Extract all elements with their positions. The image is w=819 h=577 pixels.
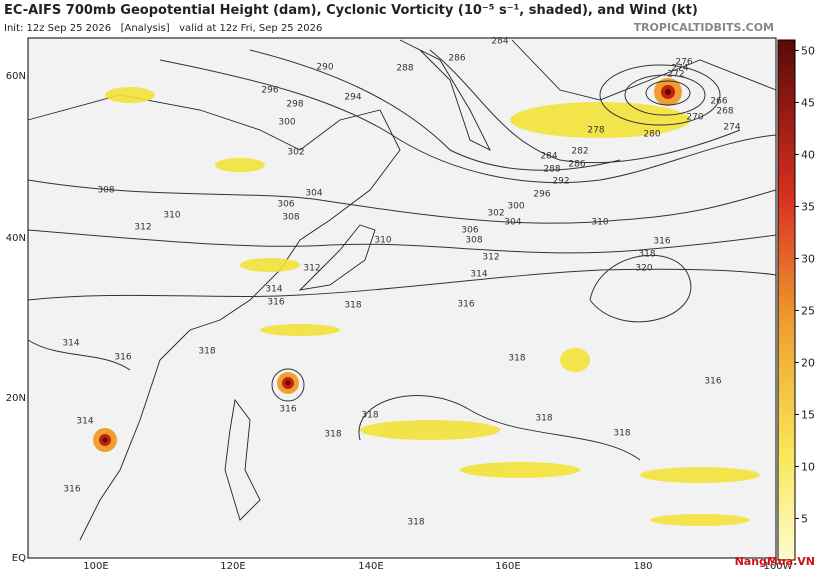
contour-label: 282 bbox=[571, 147, 588, 157]
contour-label: 318 bbox=[535, 414, 552, 424]
contour-label: 316 bbox=[279, 405, 296, 415]
lat-label: 40N bbox=[6, 233, 26, 244]
contour-label: 316 bbox=[704, 377, 721, 387]
contour-label: 304 bbox=[305, 189, 322, 199]
lon-label: 120E bbox=[220, 561, 245, 572]
colorbar-tick-label: 30 bbox=[801, 252, 815, 265]
coastlines bbox=[27, 39, 777, 541]
lon-label: 140E bbox=[358, 561, 383, 572]
lat-label: 20N bbox=[6, 393, 26, 404]
colorbar-tick-label: 20 bbox=[801, 356, 815, 369]
contour-label: 316 bbox=[653, 237, 670, 247]
contour-label: 280 bbox=[643, 130, 660, 140]
contour-label: 274 bbox=[723, 123, 740, 133]
contour-label: 284 bbox=[491, 37, 508, 47]
contour-label: 304 bbox=[504, 218, 521, 228]
contour-label: 318 bbox=[638, 250, 655, 260]
lon-label: 160W bbox=[764, 561, 793, 572]
contour-label: 288 bbox=[396, 64, 413, 74]
title: EC-AIFS 700mb Geopotential Height (dam),… bbox=[4, 3, 698, 18]
contour-label: 314 bbox=[62, 339, 79, 349]
contour-label: 286 bbox=[568, 160, 585, 170]
contour-label: 294 bbox=[344, 93, 361, 103]
contour-label: 308 bbox=[282, 213, 299, 223]
contour-label: 320 bbox=[635, 264, 652, 274]
contour-label: 318 bbox=[613, 429, 630, 439]
contour-label: 300 bbox=[278, 118, 295, 128]
contour-label: 266 bbox=[710, 97, 727, 107]
colorbar-tick-label: 15 bbox=[801, 408, 815, 421]
contour-label: 310 bbox=[591, 218, 608, 228]
contour-label: 272 bbox=[667, 70, 684, 80]
lat-label: EQ bbox=[12, 553, 26, 564]
contour-label: 318 bbox=[361, 411, 378, 421]
vorticity-shading bbox=[105, 87, 760, 526]
subtitle: Init: 12z Sep 25 2026 [Analysis] valid a… bbox=[4, 23, 322, 34]
contour-label: 296 bbox=[533, 190, 550, 200]
contour-label: 278 bbox=[587, 126, 604, 136]
watermark: NangMua.VN bbox=[735, 555, 815, 568]
contour-label: 302 bbox=[487, 209, 504, 219]
contour-label: 270 bbox=[686, 113, 703, 123]
contour-label: 286 bbox=[448, 54, 465, 64]
colorbar-ticks: 5 10 15 20 25 30 35 40 45 50 bbox=[795, 44, 815, 525]
contour-label: 302 bbox=[287, 148, 304, 158]
colorbar-tick-label: 50 bbox=[801, 44, 815, 57]
colorbar-tick-label: 40 bbox=[801, 148, 815, 161]
brand: TROPICALTIDBITS.COM bbox=[634, 21, 774, 34]
contour-label: 306 bbox=[461, 226, 478, 236]
contour-label: 288 bbox=[543, 165, 560, 175]
contour-label: 310 bbox=[374, 236, 391, 246]
contour-label: 318 bbox=[407, 518, 424, 528]
contour-label: 316 bbox=[114, 353, 131, 363]
contour-label: 318 bbox=[508, 354, 525, 364]
contour-label: 316 bbox=[457, 300, 474, 310]
contour-label: 292 bbox=[552, 177, 569, 187]
colorbar bbox=[777, 39, 796, 561]
colorbar-tick-label: 10 bbox=[801, 460, 815, 473]
contour-label: 284 bbox=[540, 152, 557, 162]
height-contours bbox=[27, 49, 777, 461]
contour-label: 290 bbox=[316, 63, 333, 73]
contour-label: 316 bbox=[63, 485, 80, 495]
contour-label: 314 bbox=[265, 285, 282, 295]
contour-label: 318 bbox=[198, 347, 215, 357]
colorbar-tick-label: 25 bbox=[801, 304, 815, 317]
contour-label: 308 bbox=[465, 236, 482, 246]
lon-label: 180 bbox=[633, 561, 652, 572]
contour-label: 312 bbox=[134, 223, 151, 233]
lon-label: 100E bbox=[83, 561, 108, 572]
contour-label: 312 bbox=[482, 253, 499, 263]
contour-label: 310 bbox=[163, 211, 180, 221]
contour-label: 308 bbox=[97, 186, 114, 196]
colorbar-tick-label: 45 bbox=[801, 96, 815, 109]
contour-label: 316 bbox=[267, 298, 284, 308]
contour-label: 312 bbox=[303, 264, 320, 274]
colorbar-tick-label: 35 bbox=[801, 200, 815, 213]
contour-label: 276 bbox=[675, 58, 692, 68]
contour-label: 296 bbox=[261, 86, 278, 96]
contour-label: 318 bbox=[324, 430, 341, 440]
contour-label: 268 bbox=[716, 107, 733, 117]
lon-label: 160E bbox=[495, 561, 520, 572]
contour-label: 314 bbox=[470, 270, 487, 280]
contour-label: 306 bbox=[277, 200, 294, 210]
axis-labels: 60N 40N 20N EQ 100E 120E 140E 160E 180 160W bbox=[6, 71, 793, 572]
lat-label: 60N bbox=[6, 71, 26, 82]
colorbar-tick-label: 5 bbox=[801, 512, 808, 525]
contour-label: 298 bbox=[286, 100, 303, 110]
contour-label: 274 bbox=[671, 64, 688, 74]
contour-label: 300 bbox=[507, 202, 524, 212]
contour-label: 314 bbox=[76, 417, 93, 427]
contour-label: 318 bbox=[344, 301, 361, 311]
storm-centers bbox=[93, 78, 682, 452]
